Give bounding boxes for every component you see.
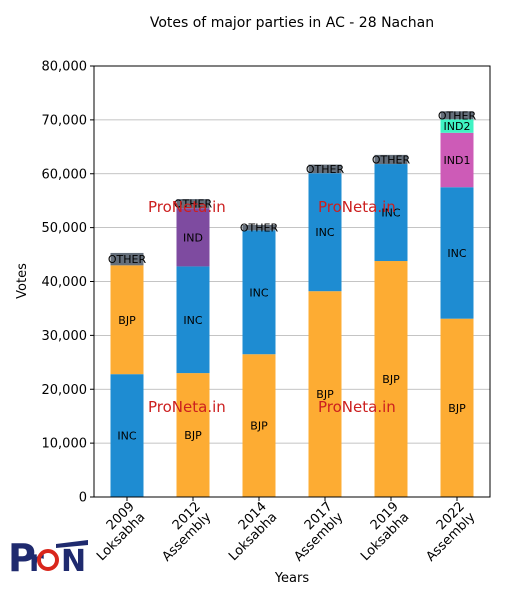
bar-segment-ind2 bbox=[440, 119, 474, 133]
watermarks: ProNeta.in ProNeta.in ProNeta.in ProNeta.in bbox=[148, 198, 396, 416]
x-tick-label: 2009Loksabha bbox=[84, 499, 149, 564]
segment-label: IND2 bbox=[444, 120, 471, 133]
watermark-text: ProNeta.in bbox=[318, 398, 396, 416]
segment-label: INC bbox=[315, 226, 334, 239]
segment-label: BJP bbox=[250, 420, 268, 433]
chart-title: Votes of major parties in AC - 28 Nachan bbox=[150, 15, 434, 31]
x-tick-label: 2012Assembly bbox=[149, 499, 215, 565]
y-tick-label: 20,000 bbox=[42, 383, 88, 398]
segment-label: OTHER bbox=[372, 153, 411, 166]
segment-label: OTHER bbox=[306, 163, 345, 176]
watermark-text: ProNeta.in bbox=[148, 198, 226, 216]
bar-segment-other bbox=[110, 252, 144, 266]
segment-label: OTHER bbox=[174, 198, 213, 211]
svg-text:2014Loksabha: 2014Loksabha bbox=[216, 499, 281, 564]
bars bbox=[110, 111, 474, 497]
bar-segment-ind1 bbox=[440, 132, 474, 188]
y-tick-label: 0 bbox=[79, 491, 87, 506]
bar-segment-other bbox=[374, 154, 408, 165]
segment-label: INC bbox=[447, 247, 466, 260]
segment-label: INC bbox=[381, 207, 400, 220]
y-tick-label: 50,000 bbox=[42, 221, 88, 236]
segment-label: INC bbox=[249, 286, 268, 299]
proneta-logo: P r N bbox=[8, 536, 88, 580]
bar-segment-inc bbox=[308, 173, 342, 292]
y-axis: 0 10,000 20,000 30,000 40,000 50,000 60,000 70,… bbox=[42, 60, 94, 506]
segment-label: BJP bbox=[118, 314, 136, 327]
segment-label: INC bbox=[183, 314, 202, 327]
watermark-text: ProNeta.in bbox=[148, 398, 226, 416]
y-tick-label: 70,000 bbox=[42, 113, 88, 128]
bar-segment-other bbox=[308, 164, 342, 174]
segment-label: INC bbox=[117, 430, 136, 443]
bar-segment-bjp bbox=[110, 265, 144, 375]
segment-label: BJP bbox=[184, 429, 202, 442]
y-tick-label: 30,000 bbox=[42, 329, 88, 344]
bar-segment-bjp bbox=[242, 354, 276, 497]
bar-segment-other bbox=[440, 111, 474, 120]
y-axis-title: Votes bbox=[15, 263, 30, 299]
bar-segment-inc bbox=[110, 374, 144, 497]
watermark-text: ProNeta.in bbox=[318, 198, 396, 216]
x-axis-title: Years bbox=[274, 571, 310, 586]
segment-label: BJP bbox=[316, 388, 334, 401]
bar-segment-ind bbox=[176, 208, 210, 267]
y-tick-label: 60,000 bbox=[42, 167, 88, 182]
svg-text:N: N bbox=[61, 544, 86, 579]
bar-segment-inc bbox=[176, 266, 210, 374]
segment-label: OTHER bbox=[240, 222, 279, 235]
bar-segment-bjp bbox=[440, 318, 474, 497]
x-tick-label: 2022Assembly bbox=[413, 499, 479, 565]
segment-labels: INC BJP OTHER BJP INC IND OTHER BJP INC OTHER BJP I… bbox=[108, 109, 477, 442]
grid-lines bbox=[94, 65, 490, 444]
segment-label: BJP bbox=[448, 402, 466, 415]
segment-label: IND bbox=[183, 231, 203, 244]
x-tick-label: 2014Loksabha bbox=[216, 499, 281, 564]
x-axis: 2009Loksabha 2012Assembly 2014Loksabha 2017… bbox=[84, 497, 479, 565]
bar-segment-bjp bbox=[374, 261, 408, 497]
bar-segment-other bbox=[176, 199, 210, 209]
svg-text:r: r bbox=[29, 544, 44, 579]
bar-segment-bjp bbox=[176, 373, 210, 497]
bar-segment-other bbox=[242, 224, 276, 231]
bar-segment-inc bbox=[440, 187, 474, 319]
svg-text:2012Assembly: 2012Assembly bbox=[149, 499, 215, 565]
segment-label: OTHER bbox=[438, 109, 477, 122]
y-tick-label: 40,000 bbox=[42, 275, 88, 290]
svg-text:2022Assembly: 2022Assembly bbox=[413, 499, 479, 565]
svg-text:2019Loksabha: 2019Loksabha bbox=[348, 499, 413, 564]
svg-text:P: P bbox=[8, 536, 36, 580]
x-tick-label: 2019Loksabha bbox=[348, 499, 413, 564]
segment-label: OTHER bbox=[108, 253, 147, 266]
y-tick-label: 10,000 bbox=[42, 437, 88, 452]
x-tick-label: 2017Assembly bbox=[281, 499, 347, 565]
bar-segment-inc bbox=[242, 230, 276, 355]
svg-text:2017Assembly: 2017Assembly bbox=[281, 499, 347, 565]
y-tick-label: 80,000 bbox=[42, 60, 88, 75]
segment-label: IND1 bbox=[444, 154, 471, 167]
svg-text:2009Loksabha: 2009Loksabha bbox=[84, 499, 149, 564]
segment-label: BJP bbox=[382, 373, 400, 386]
bar-segment-bjp bbox=[308, 291, 342, 497]
bar-segment-inc bbox=[374, 164, 408, 262]
